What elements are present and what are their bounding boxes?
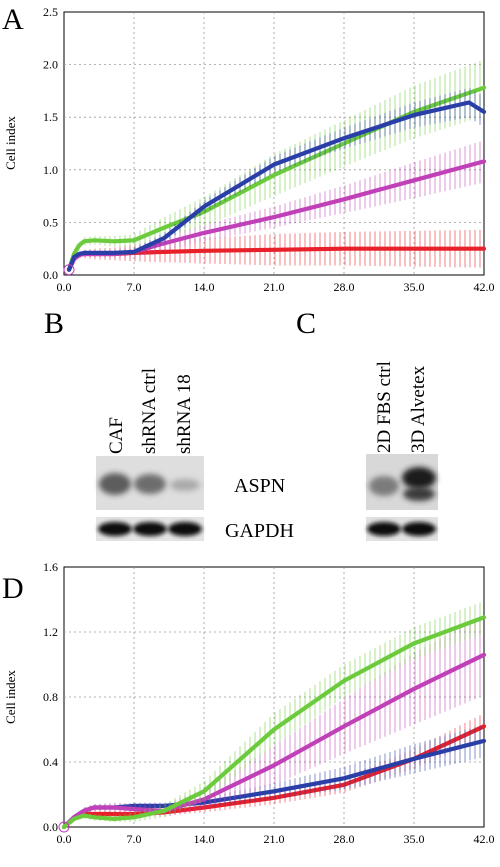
blot-b-gapdh-band (168, 522, 202, 536)
chart-d: 0.0 7.0 14.0 21.0 28.0 35.0 42.0 0.0 0.4 0.8 1.2 1.… (3, 560, 495, 846)
y-tick-label: 2.0 (43, 58, 58, 72)
blot-b-aspn-band (99, 473, 131, 495)
x-tick-label: 42.0 (474, 280, 495, 294)
series-0 (66, 229, 487, 272)
blot-c-aspn-band (369, 476, 399, 496)
start-marker (63, 264, 75, 276)
y-tick-label: 0.8 (43, 690, 58, 704)
blot-b-aspn-band (134, 474, 166, 494)
x-tick-label: 21.0 (264, 832, 285, 846)
chart-a-ticks: 0.0 7.0 14.0 21.0 28.0 35.0 42.0 0.0 0.5 1.0 1.5 2.… (43, 5, 495, 294)
y-tick-label: 0.4 (43, 755, 58, 769)
x-tick-label: 14.0 (194, 832, 215, 846)
y-tick-label: 0.5 (43, 215, 58, 229)
y-tick-label: 1.2 (43, 625, 58, 639)
blot-c-aspn-band (403, 487, 435, 501)
x-tick-label: 42.0 (474, 832, 495, 846)
blot-c-aspn-band (402, 467, 436, 489)
panel-letter-a: A (2, 3, 24, 36)
series-line (61, 615, 487, 830)
chart-d-ticks: 0.0 7.0 14.0 21.0 28.0 35.0 42.0 0.0 0.4 0.8 1.2 1.… (43, 560, 495, 846)
x-tick-label: 14.0 (194, 280, 215, 294)
start-marker (58, 821, 70, 833)
band-label-aspn: ASPN (234, 475, 285, 497)
blot-c-gapdh-band (367, 522, 401, 536)
blot-c-lane-label: 3D Alvetex (408, 365, 429, 453)
x-tick-label: 35.0 (404, 280, 425, 294)
x-tick-label: 21.0 (264, 280, 285, 294)
blot-b-gapdh-band (98, 522, 132, 536)
x-tick-label: 0.0 (57, 832, 72, 846)
x-tick-label: 0.0 (57, 280, 72, 294)
chart-a: 0.0 7.0 14.0 21.0 28.0 35.0 42.0 0.0 0.5 1.0 1.5 2.… (3, 5, 495, 294)
blot-b-lane-label: shRNA 18 (174, 374, 195, 454)
series-3 (61, 602, 487, 830)
chart-d-series (58, 602, 487, 833)
chart-a-ylabel: Cell index (3, 116, 18, 170)
blot-c: 2D FBS ctrl 3D Alvetex (366, 361, 438, 541)
blot-c-gapdh-band (402, 522, 436, 536)
chart-a-series (63, 60, 487, 276)
y-tick-label: 0.0 (43, 268, 58, 282)
x-tick-label: 35.0 (404, 832, 425, 846)
y-tick-label: 1.0 (43, 163, 58, 177)
blot-b: CAF shRNA ctrl shRNA 18 (96, 368, 204, 541)
y-tick-label: 1.6 (43, 560, 58, 574)
x-tick-label: 7.0 (127, 832, 142, 846)
blot-b-gapdh-band (133, 522, 167, 536)
x-tick-label: 28.0 (334, 832, 355, 846)
y-tick-label: 0.0 (43, 820, 58, 834)
chart-a-grid (64, 12, 484, 275)
blot-b-aspn-band (170, 479, 200, 491)
y-tick-label: 2.5 (43, 5, 58, 19)
series-3 (66, 88, 487, 272)
y-tick-label: 1.5 (43, 110, 58, 124)
blot-b-lane-label: shRNA ctrl (139, 368, 160, 454)
series-line (61, 724, 487, 830)
blot-c-lane-label: 2D FBS ctrl (374, 361, 395, 453)
panel-letter-d: D (2, 572, 24, 605)
x-tick-label: 28.0 (334, 280, 355, 294)
series-2 (61, 616, 487, 830)
chart-d-grid (64, 567, 484, 827)
chart-d-ylabel: Cell index (3, 670, 18, 724)
series-line (66, 100, 487, 272)
x-tick-label: 7.0 (127, 280, 142, 294)
series-line (61, 652, 487, 830)
panel-letter-b: B (44, 307, 64, 340)
series-line (66, 85, 487, 272)
blot-b-lane-label: CAF (106, 417, 127, 454)
series-1 (61, 725, 487, 830)
band-label-gapdh: GAPDH (225, 520, 294, 542)
panel-letter-c: C (296, 307, 316, 340)
